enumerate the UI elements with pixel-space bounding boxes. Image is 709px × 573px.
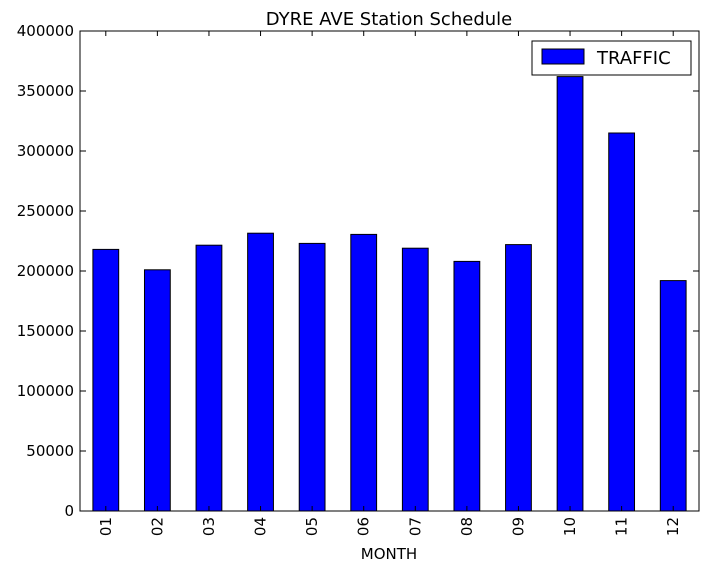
x-tick-label: 06	[355, 517, 373, 536]
plot-area	[80, 31, 699, 511]
x-tick-label: 02	[148, 517, 166, 536]
bar-08	[453, 260, 481, 512]
y-tick-label: 200000	[17, 262, 74, 280]
bar-12	[659, 280, 687, 512]
x-axis-label: MONTH	[361, 545, 417, 563]
legend: TRAFFIC	[531, 40, 692, 76]
x-tick-label: 03	[200, 517, 218, 536]
y-tick-label: 0	[64, 502, 74, 520]
x-tick-label: 01	[97, 517, 115, 536]
bar-07	[401, 247, 429, 512]
x-tick-label: 12	[664, 517, 682, 536]
bar-04	[247, 232, 274, 512]
y-tick-label: 400000	[17, 22, 74, 40]
y-tick-label: 50000	[26, 442, 74, 460]
legend-swatch	[541, 48, 585, 65]
y-tick-label: 100000	[17, 382, 74, 400]
x-tick-label: 08	[458, 517, 476, 536]
x-tick-label: 04	[252, 517, 270, 536]
x-tick-label: 05	[303, 517, 321, 536]
bar-11	[608, 132, 636, 512]
bar-02	[143, 269, 171, 512]
bar-01	[92, 248, 120, 512]
bar-06	[350, 233, 378, 512]
x-tick-label: 07	[406, 517, 424, 536]
x-axis-ticks: 01 02 03 04 05 06 07 08 09 10 11 12	[97, 31, 682, 536]
bars-group	[92, 76, 687, 512]
x-tick-label: 09	[509, 517, 527, 536]
bar-09	[505, 244, 532, 512]
y-axis-ticks: 0 50000 100000 150000 200000 250000 300000 3500…	[17, 22, 699, 520]
y-tick-label: 300000	[17, 142, 74, 160]
y-tick-label: 250000	[17, 202, 74, 220]
legend-label: TRAFFIC	[596, 48, 671, 69]
plot-frame	[79, 30, 700, 512]
x-tick-label: 10	[561, 517, 579, 536]
bar-10	[556, 76, 584, 512]
bar-03	[195, 244, 223, 512]
chart-title: DYRE AVE Station Schedule	[266, 9, 512, 30]
x-tick-label: 11	[613, 517, 631, 536]
y-tick-label: 350000	[17, 82, 74, 100]
y-tick-label: 150000	[17, 322, 74, 340]
bar-05	[298, 242, 326, 512]
